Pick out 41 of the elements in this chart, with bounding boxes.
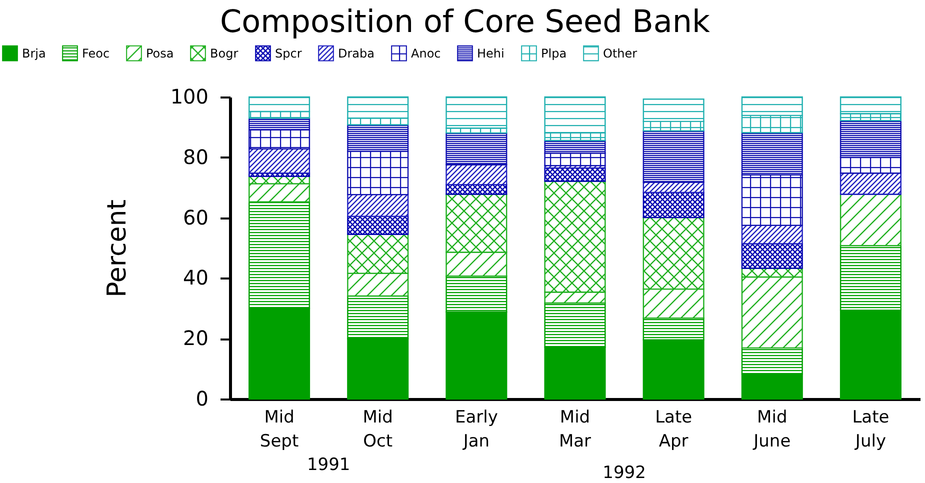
bar (446, 132, 508, 166)
legend-label: Plpa (541, 46, 567, 60)
y-tick-label: 60 (183, 205, 208, 230)
x-tick-label: Mid Oct (362, 408, 393, 452)
bar (741, 243, 803, 269)
legend-label: Draba (338, 46, 374, 60)
legend-label: Hehi (477, 46, 504, 60)
x-tick-label: Late Apr (655, 408, 692, 452)
legend-label: Posa (146, 46, 174, 60)
legend-label: Bogr (210, 46, 238, 60)
bar (642, 130, 704, 183)
y-tick-label: 40 (183, 266, 208, 290)
x-tick-label: Early Jan (454, 408, 498, 452)
y-tick-label: 0 (196, 386, 208, 410)
legend-label: Spcr (275, 46, 302, 60)
legend-label: Feoc (82, 46, 110, 60)
bar (347, 194, 409, 217)
text: 1992 (602, 463, 646, 483)
y-tick-label: 80 (183, 144, 208, 169)
bar (347, 216, 409, 236)
text: 1991 (306, 455, 350, 475)
y-tick-label: 100 (170, 84, 208, 108)
chart-title: Composition of Core Seed Bank (220, 4, 710, 40)
legend-label: Other (603, 46, 638, 60)
bar (840, 194, 902, 246)
bar (446, 164, 508, 186)
bar (642, 182, 704, 194)
x-tick-label: Late July (852, 408, 890, 452)
y-axis-title: Percent (102, 200, 132, 298)
bar (642, 192, 704, 218)
x-tick-label: Mid Sept (260, 408, 299, 452)
x-tick-label: Mid Mar (558, 408, 592, 452)
y-tick-label: 20 (183, 326, 208, 350)
bar (248, 148, 310, 174)
bar (544, 167, 606, 182)
legend-label: Brja (22, 46, 46, 60)
bar (446, 184, 508, 195)
x-tick-label: Mid June (752, 408, 791, 452)
bar (840, 172, 902, 195)
bar (741, 224, 803, 244)
legend-label: Anoc (411, 46, 441, 60)
